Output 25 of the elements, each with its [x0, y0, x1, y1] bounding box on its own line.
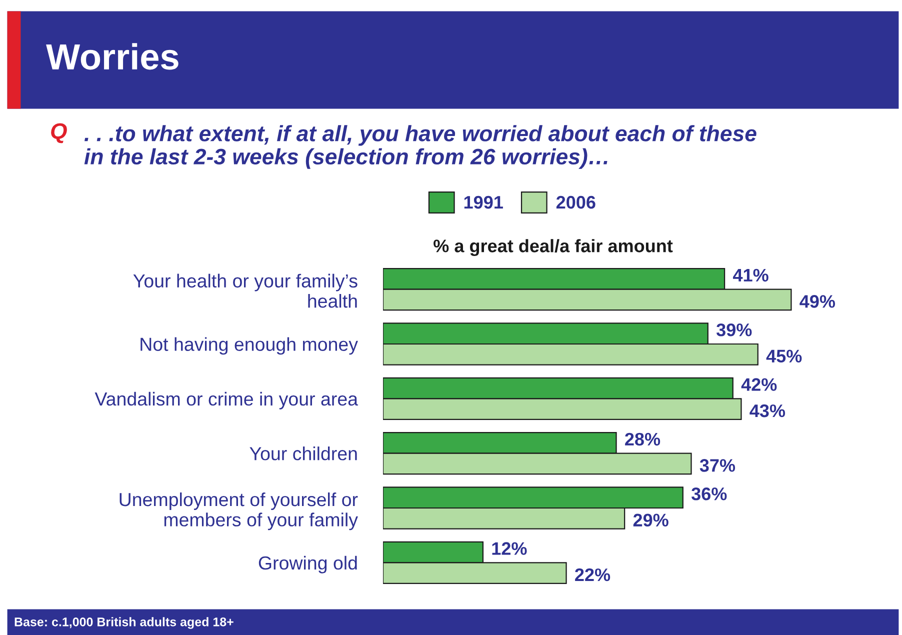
- y-tick-label: Growing old: [258, 556, 357, 574]
- data-label: 22%: [575, 568, 610, 582]
- text: Base: c.1,000 British adults aged 18+: [14, 617, 234, 629]
- data-label: 49%: [800, 295, 836, 308]
- y-tick-label: Vandalism or crime in your area: [94, 392, 358, 410]
- data-label: 42%: [741, 378, 777, 391]
- legend-label: 2006: [556, 196, 596, 209]
- data-label: 29%: [633, 514, 668, 527]
- data-label: 43%: [750, 404, 786, 418]
- data-label: 36%: [691, 487, 727, 500]
- data-label: 45%: [766, 350, 802, 363]
- chart-subtitle: . . .to what extent, if at all, you have worried about each of these in the last 2-3 weeks (selection from 26 worries)…: [84, 125, 756, 169]
- y-tick-label: Your children: [250, 446, 357, 460]
- legend-label: 1991: [464, 196, 503, 209]
- y-tick-label: Unemployment of yourself or members of your family: [120, 492, 358, 530]
- data-label: 28%: [625, 432, 660, 446]
- data-label: 39%: [716, 323, 752, 336]
- data-label: 37%: [700, 459, 736, 472]
- chart-title: Worries: [46, 43, 178, 70]
- text: Q: [51, 123, 67, 144]
- y-tick-label: Your health or your family’s health: [133, 274, 358, 308]
- data-label: 41%: [732, 268, 768, 282]
- y-tick-label: Not having enough money: [140, 337, 358, 355]
- data-label: 12%: [492, 542, 527, 555]
- x-axis-title: % a great deal/a fair amount: [434, 239, 673, 256]
